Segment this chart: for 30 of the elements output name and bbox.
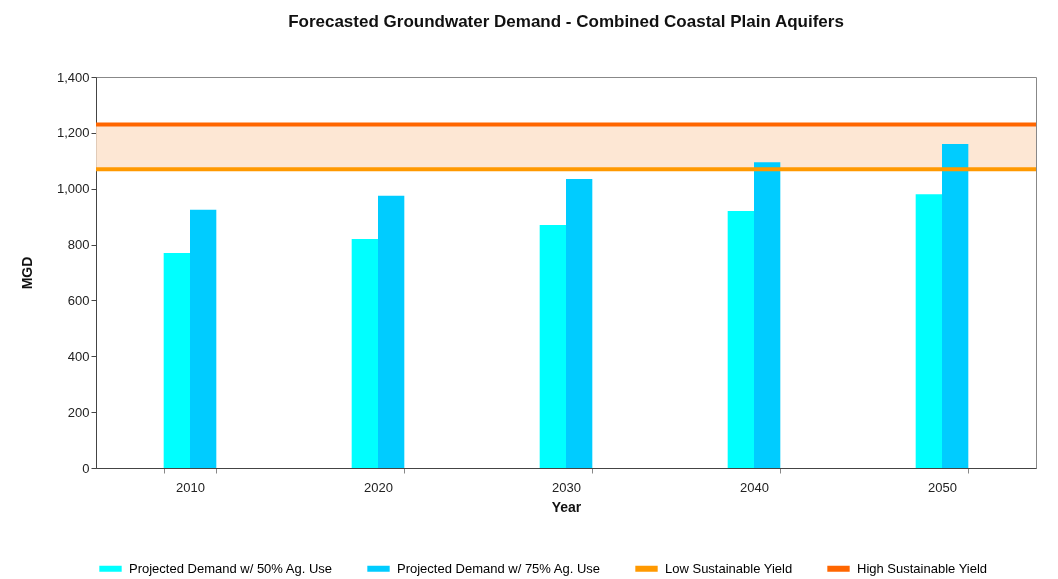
bar <box>190 209 217 468</box>
bar <box>942 144 969 468</box>
y-tick-label: 600 <box>67 292 90 308</box>
y-tick-label: 1,200 <box>56 125 90 141</box>
y-tick-label: 200 <box>67 404 90 420</box>
bar <box>351 238 378 468</box>
legend-label: Projected Demand w/ 50% Ag. Use <box>129 560 333 576</box>
bar <box>378 195 405 468</box>
y-axis-title: MGD <box>18 256 35 290</box>
x-axis-title: Year <box>551 498 582 515</box>
bar <box>539 225 566 468</box>
legend-label: High Sustainable Yield <box>857 560 988 576</box>
x-tick-label: 2020 <box>364 479 393 495</box>
bar <box>566 178 593 468</box>
x-tick-label: 2050 <box>928 479 957 495</box>
x-tick-label: 2040 <box>740 479 769 495</box>
y-tick-label: 1,000 <box>56 181 90 197</box>
bar <box>163 252 190 468</box>
bar <box>915 194 942 468</box>
bar <box>727 211 754 468</box>
y-tick-label: 0 <box>82 460 90 476</box>
x-tick-label: 2010 <box>176 479 205 495</box>
y-tick-label: 400 <box>67 348 90 364</box>
legend-label: Low Sustainable Yield <box>665 560 793 576</box>
bar <box>754 162 781 468</box>
y-tick-label: 800 <box>67 237 90 253</box>
chart-title: Forecasted Groundwater Demand - Combined Coastal Plain Aquifers <box>288 12 844 31</box>
y-tick-label: 1,400 <box>56 69 90 85</box>
legend-label: Projected Demand w/ 75% Ag. Use <box>397 560 601 576</box>
x-tick-label: 2030 <box>552 479 581 495</box>
